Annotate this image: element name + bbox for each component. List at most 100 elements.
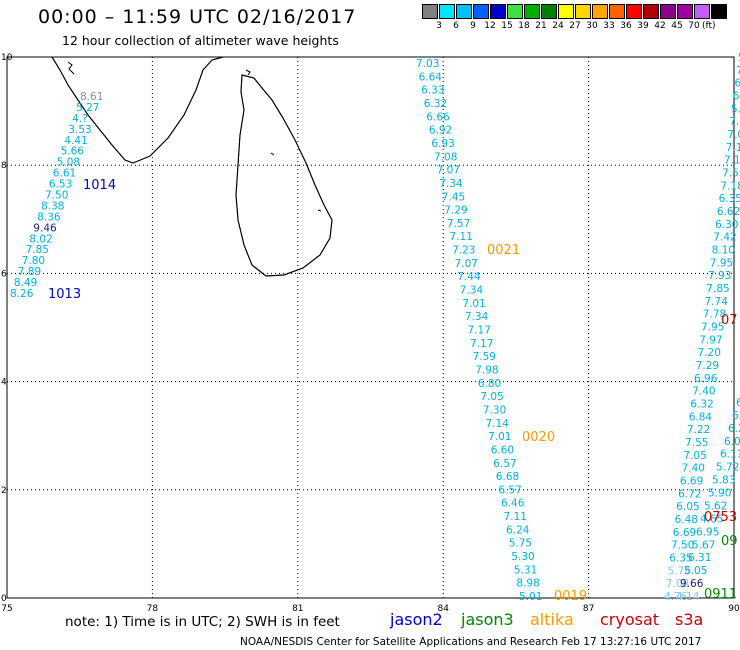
wave-height-value: 4.14 [676, 591, 700, 603]
wave-height-value: 6.69 [680, 476, 703, 488]
wave-height-value: 7.98 [475, 365, 498, 377]
wave-height-value: 5.62 [704, 500, 727, 512]
pass-label-07: 07 [721, 313, 738, 328]
pass-label-0021: 0021 [487, 243, 520, 258]
wave-height-value: 6.32 [690, 399, 713, 411]
wave-height-value: 6.84 [689, 411, 713, 423]
wave-height-value: 6.64 [419, 71, 443, 83]
wave-height-value: 6.73 [735, 78, 740, 90]
legend-label: 3 [436, 21, 442, 31]
wave-height-value: 7.07 [455, 258, 478, 270]
y-tick-label: 4 [1, 378, 7, 388]
wave-height-value: 7.17 [468, 325, 491, 337]
track-pass-1014: 8.615.274.?3.534.415.665.086.616.537.508… [10, 91, 103, 300]
wave-height-value: 7.78 [703, 309, 726, 321]
wave-height-value: 7.44 [457, 271, 481, 283]
legend-swatch [626, 4, 642, 19]
wave-height-value: 7.03 [416, 58, 439, 70]
legend-label: 70 [688, 21, 700, 31]
wave-height-value: 4.65 [700, 513, 723, 525]
wave-height-value: 7.05 [683, 450, 706, 462]
legend-label: 15 [501, 21, 513, 31]
legend-swatch [558, 4, 574, 19]
legend-swatch [541, 4, 557, 19]
wave-height-value: 9.46 [33, 222, 57, 234]
wave-height-value: 6.05 [676, 501, 699, 513]
wave-height-value: 6.11 [720, 449, 740, 461]
wave-height-value: 6.24 [506, 524, 530, 536]
coastline-sri-lanka [235, 69, 333, 277]
y-tick-label: 2 [1, 486, 7, 496]
x-tick-label: 75 [1, 604, 12, 614]
wave-height-value: 8.38 [41, 200, 64, 212]
wave-height-value: 7.55 [722, 168, 740, 180]
wave-height-value: 7.80 [22, 255, 45, 267]
wave-height-value: 5.78 [668, 565, 691, 577]
wave-height-value: 7.50 [45, 190, 68, 202]
legend-label: 27 [569, 21, 581, 31]
wave-height-value: 7.11 [724, 155, 740, 167]
wave-height-value: 4.? [72, 113, 88, 125]
legend-swatch [456, 4, 472, 19]
wave-height-value: 7.57 [447, 218, 470, 230]
wave-height-value: 6.02 [724, 436, 740, 448]
wave-height-value: 5.75 [509, 538, 532, 550]
wave-height-value: 7.05 [480, 391, 503, 403]
wave-height-value: 5.66 [61, 146, 85, 158]
wave-height-value: 6.46 [501, 498, 525, 510]
wave-height-value: 7.55 [685, 437, 708, 449]
legend-swatch [490, 4, 506, 19]
wave-height-value: 4.41 [64, 135, 87, 147]
wave-height-value: 5.87 [731, 103, 740, 115]
wave-height-value: 6.32 [424, 98, 447, 110]
legend-swatch [422, 4, 438, 19]
wave-height-value: 7.29 [696, 360, 719, 372]
wave-height-value: 5.83 [712, 475, 735, 487]
wave-height-value: 7.95 [701, 322, 724, 334]
wave-height-value: 7.34 [460, 285, 484, 297]
legend-swatch [609, 4, 625, 19]
wave-height-value: 7.40 [682, 463, 705, 475]
wave-height-value: 6.48 [675, 514, 698, 526]
chart-subtitle: 12 hour collection of altimeter wave hei… [62, 33, 339, 48]
wave-height-value: 6.62 [717, 206, 740, 218]
pass-label-0019: 0019 [554, 589, 587, 604]
pass-label-0753: 0753 [704, 510, 737, 525]
wave-height-value: 7.11 [450, 231, 473, 243]
wave-height-value: 7.11 [504, 511, 527, 523]
wave-height-value: 7.34 [465, 311, 489, 323]
wave-height-value: 7.11 [726, 142, 740, 154]
wave-height-value: 6.53 [49, 179, 72, 191]
axis-tick-labels: 75 78 81 84 87 90 0 2 4 6 8 10 [1, 53, 740, 614]
wave-height-value: 6.30 [715, 219, 738, 231]
legend-swatch [711, 4, 727, 19]
wave-height-value: 7.34 [439, 178, 463, 190]
legend-label: 30 [586, 21, 598, 31]
wave-height-value: 5.90 [738, 52, 740, 64]
wave-height-value: 6.92 [429, 125, 452, 137]
map-frame [6, 56, 735, 599]
legend-swatch [524, 4, 540, 19]
legend-swatch [507, 4, 523, 19]
track-pass-0021: 7.036.646.336.326.666.926.937.087.077.34… [416, 58, 542, 603]
legend-swatch [592, 4, 608, 19]
wave-height-value: 7.40 [692, 386, 715, 398]
wave-height-value: 7.08 [666, 578, 689, 590]
legend-label: 42 [654, 21, 666, 31]
credit-line: NOAA/NESDIS Center for Satellite Applica… [240, 636, 702, 648]
wave-height-value: 5.72 [716, 462, 739, 474]
coastline-india [51, 56, 224, 164]
wave-height-value: 7.01 [462, 298, 485, 310]
wave-height-value: 7.01 [488, 431, 511, 443]
wave-height-value: 6.72 [678, 488, 701, 500]
wave-height-value: 7.29 [444, 205, 467, 217]
wave-height-value: 6.35 [719, 193, 740, 205]
wave-height-value: 5.30 [511, 551, 534, 563]
wave-height-value: 7.17 [470, 338, 493, 350]
legend-s3a: s3a [675, 610, 704, 629]
wave-height-value: 4.76 [664, 591, 688, 603]
wave-height-value: 5.27 [76, 102, 99, 114]
legend-unit: (ft) [702, 21, 716, 31]
wave-height-value: 6.61 [53, 168, 76, 180]
